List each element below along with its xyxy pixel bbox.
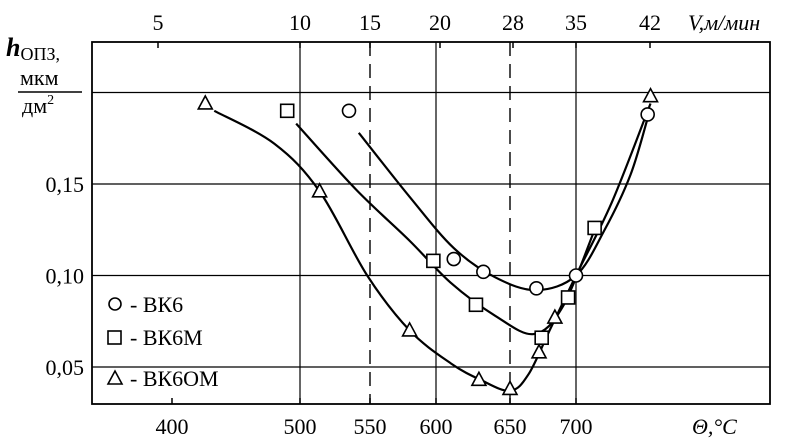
x-top-tick-label: 28: [502, 10, 524, 35]
data-point-triangle: [501, 379, 519, 396]
data-point-circle: [341, 103, 357, 119]
x-bottom-tick-label: 400: [156, 414, 189, 439]
data-point-triangle: [196, 94, 214, 110]
data-point-square: [560, 290, 576, 305]
data-point-square: [468, 297, 484, 313]
plot-frame: [91, 41, 771, 405]
x-top-tick-label: 15: [359, 10, 381, 35]
data-point-circle: [476, 264, 491, 280]
y-tick-label: 0,05: [46, 355, 85, 380]
legend-label-vk6om: - ВК6ОМ: [130, 366, 219, 391]
y-axis-unit-denominator: дм2: [22, 93, 54, 118]
x-bottom-axis-label: Θ,°C: [692, 414, 737, 439]
x-bottom-tick-label: 650: [494, 414, 527, 439]
grid: [92, 42, 770, 404]
data-point-triangle: [642, 86, 659, 103]
x-top-tick-label: 42: [639, 10, 661, 35]
data-point-triangle: [311, 182, 328, 198]
data-point-triangle: [546, 308, 564, 324]
x-top-tick-label: 20: [429, 10, 451, 35]
y-tick-label: 0,15: [46, 172, 85, 197]
x-bottom-tick-label: 700: [560, 414, 593, 439]
data-point-circle: [529, 281, 544, 296]
x-bottom-tick-label: 550: [354, 414, 387, 439]
data-point-square: [587, 220, 602, 236]
data-point-circle: [568, 268, 584, 283]
data-point-triangle: [530, 343, 548, 359]
x-top-tick-label: 5: [153, 10, 164, 35]
series-curve-2: [213, 103, 652, 392]
legend-label-vk6: - ВК6: [130, 292, 183, 317]
x-top-tick-label: 10: [289, 10, 311, 35]
data-point-square: [534, 330, 549, 346]
axes: 400 500 550 600 650 700 5 10 15 20 28 35 42 0,05 0,10 0…: [46, 10, 771, 439]
x-top-tick-label: 35: [565, 10, 587, 35]
y-tick-label: 0,10: [46, 264, 85, 289]
y-axis-unit-numerator: мкм: [20, 65, 59, 90]
data-point-square: [279, 103, 295, 119]
curves: [213, 103, 652, 392]
data-point-triangle: [470, 370, 488, 387]
legend: - ВК6 - ВК6М - ВК6ОМ: [106, 292, 219, 391]
legend-label-vk6m: - ВК6М: [130, 325, 203, 350]
x-top-axis-label: V,м/мин: [688, 10, 760, 35]
legend-marker-circle: [108, 297, 122, 311]
x-bottom-tick-label: 600: [420, 414, 453, 439]
data-point-circle: [640, 107, 655, 122]
legend-marker-triangle: [106, 369, 124, 385]
x-bottom-tick-label: 500: [284, 414, 317, 439]
markers: [196, 86, 659, 396]
series-curve-0: [357, 117, 649, 292]
data-point-circle: [446, 251, 462, 267]
legend-marker-square: [107, 330, 122, 345]
data-point-square: [426, 253, 441, 269]
y-axis-label: hОПЗ,: [6, 33, 60, 64]
data-point-triangle: [401, 321, 418, 337]
